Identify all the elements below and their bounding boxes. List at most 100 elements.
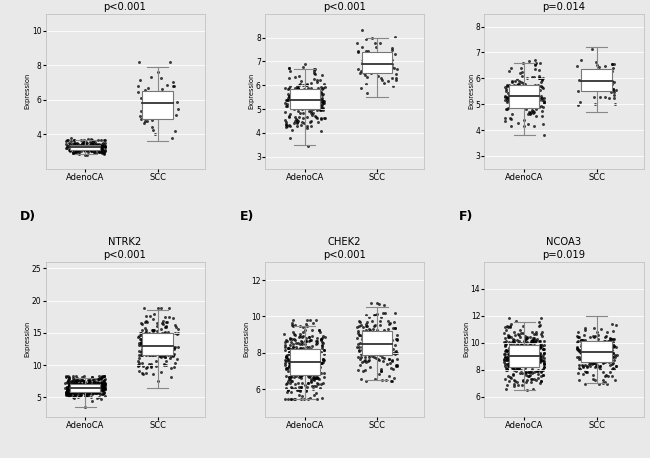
Point (86, 144, 96, 152)
Point (284, 93, 294, 100)
Point (525, 368, 536, 375)
Point (510, 92, 521, 99)
Point (378, 79, 389, 87)
Point (85, 385, 96, 392)
Point (590, 71, 600, 79)
Point (380, 309, 390, 316)
Point (97, 383, 107, 391)
Point (500, 114, 511, 121)
Point (90, 147, 101, 154)
Point (607, 77, 618, 85)
Point (317, 115, 327, 123)
Point (77, 383, 87, 391)
Point (374, 346, 384, 353)
Point (136, 94, 146, 102)
Point (523, 121, 534, 128)
Point (354, 318, 364, 325)
Point (520, 100, 530, 107)
Point (527, 351, 538, 358)
Point (526, 376, 536, 383)
Point (150, 332, 160, 339)
Point (534, 343, 545, 350)
Point (387, 365, 398, 372)
Point (71, 147, 81, 154)
Point (151, 323, 162, 330)
Point (88, 143, 98, 151)
Point (524, 83, 534, 90)
Point (499, 355, 510, 363)
Point (280, 85, 291, 92)
Point (287, 92, 297, 99)
Point (360, 340, 370, 347)
Point (299, 351, 309, 359)
Point (500, 365, 511, 372)
Point (521, 368, 531, 375)
Point (63, 379, 73, 387)
Point (590, 363, 600, 371)
Point (75, 391, 85, 398)
Point (500, 83, 510, 90)
Point (64, 375, 75, 382)
Point (309, 375, 320, 382)
Point (319, 80, 330, 87)
Point (358, 323, 369, 331)
Point (282, 379, 293, 387)
Point (306, 354, 316, 361)
Point (536, 76, 547, 83)
Point (385, 377, 396, 385)
Bar (70, 384, 101, 392)
Point (592, 361, 602, 368)
Point (352, 344, 363, 351)
Point (528, 109, 538, 116)
Point (610, 376, 620, 383)
Point (312, 94, 322, 102)
Point (94, 143, 105, 150)
Point (65, 383, 75, 390)
Point (578, 371, 588, 378)
Point (283, 113, 294, 120)
Point (295, 387, 306, 394)
Point (610, 362, 621, 370)
Point (573, 76, 584, 83)
Point (288, 355, 298, 362)
Point (586, 358, 597, 365)
Point (572, 62, 582, 69)
Point (281, 364, 292, 371)
Point (378, 348, 389, 355)
Point (363, 339, 374, 347)
Point (514, 352, 524, 360)
Point (363, 61, 374, 69)
Point (504, 359, 515, 366)
Point (317, 344, 327, 352)
Point (133, 88, 144, 95)
Point (577, 336, 588, 344)
Point (537, 112, 547, 120)
Point (588, 68, 598, 76)
Point (538, 366, 548, 373)
Point (516, 78, 526, 85)
Point (580, 324, 590, 332)
Point (92, 381, 102, 388)
Point (295, 371, 306, 379)
Point (361, 327, 372, 334)
Point (68, 388, 78, 395)
Point (77, 388, 88, 395)
Point (528, 102, 538, 109)
Point (72, 375, 82, 382)
Point (292, 118, 303, 125)
Point (306, 93, 317, 100)
Point (532, 354, 543, 362)
Point (365, 347, 375, 354)
Point (66, 384, 76, 392)
Point (145, 349, 155, 356)
Point (388, 83, 398, 90)
Point (75, 142, 85, 149)
Point (309, 65, 319, 72)
Point (136, 351, 147, 359)
Point (362, 53, 372, 60)
Point (65, 140, 75, 147)
Point (300, 60, 310, 68)
Point (81, 389, 92, 396)
Point (318, 84, 328, 92)
Point (368, 326, 378, 333)
